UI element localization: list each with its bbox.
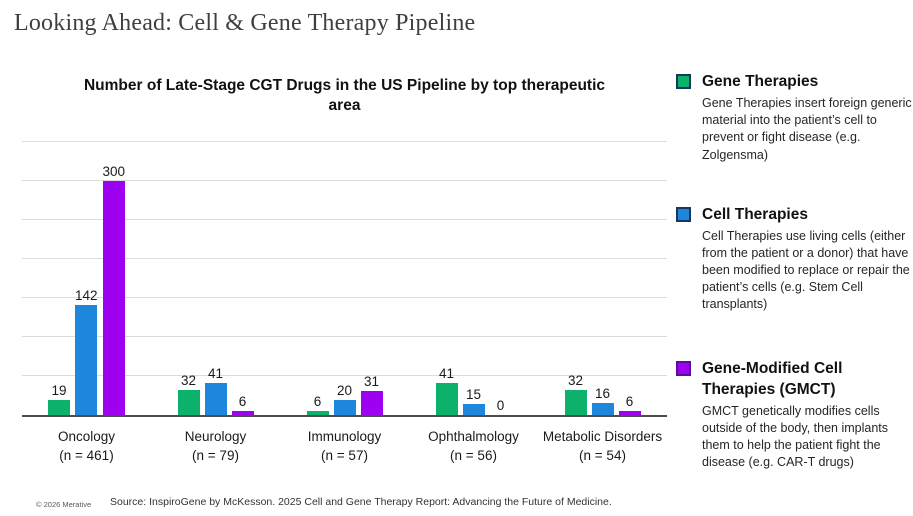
bar-value-label: 16 [594, 385, 611, 401]
bar-gene-modified-metabolic-disorders [618, 410, 641, 416]
bar-slot: 31 [360, 142, 383, 416]
legend-swatch-icon [676, 74, 691, 89]
legend-item-header: Cell Therapies [676, 205, 913, 225]
legend-item-description: Gene Therapies insert foreign generic ma… [702, 96, 912, 162]
legend-item: Cell Therapies Cell Therapies use living … [676, 205, 913, 314]
bar-gene-metabolic-disorders [564, 390, 587, 416]
bar-slot: 41 [204, 142, 227, 416]
bar-slot: 0 [490, 142, 512, 415]
bar-value-label: 19 [51, 383, 67, 399]
footer-source: Source: InspiroGene by McKesson. 2025 Ce… [110, 496, 612, 508]
gridline [22, 336, 667, 338]
bar-value-label: 6 [313, 393, 322, 409]
bar-slot: 32 [177, 142, 200, 416]
bar-slot: 32 [564, 142, 587, 416]
bar-value-label: 32 [567, 373, 584, 389]
gridline [22, 141, 667, 143]
bar-value-label: 31 [363, 374, 380, 390]
bar-gene-modified-oncology [102, 181, 125, 416]
bar-slot: 6 [306, 142, 329, 416]
bar-group-oncology: 19 142 300 [22, 142, 151, 416]
bar-value-label: 20 [336, 382, 353, 398]
bar-value-label: 41 [438, 366, 455, 382]
legend-swatch-icon [676, 361, 691, 377]
gridline [22, 375, 667, 377]
bar-group-ophthalmology: 41 15 0 [409, 142, 538, 416]
category-label: Immunology (n = 57) [307, 429, 382, 464]
chart: Number of Late-Stage CGT Drugs in the US… [22, 76, 667, 466]
bar-value-label: 32 [180, 373, 197, 389]
bar-group-metabolic-disorders: 32 16 6 [538, 142, 667, 416]
category-label: Ophthalmology (n = 56) [428, 429, 519, 464]
bar-slot: 142 [74, 142, 98, 416]
bar-value-label: 6 [238, 393, 247, 409]
legend-item-header: Gene-Modified Cell Therapies (GMCT) [676, 359, 913, 399]
bar-group-neurology: 32 41 6 [151, 142, 280, 416]
bar-slot: 6 [618, 142, 641, 416]
legend-item-header: Gene Therapies [676, 72, 913, 92]
footer-copyright: © 2026 Merative [36, 500, 92, 509]
bar-gene-oncology [47, 400, 70, 416]
legend-item-title: Cell Therapies [702, 205, 808, 223]
bar-cell-neurology [204, 383, 227, 416]
gridline [22, 258, 667, 260]
bar-slot: 41 [435, 142, 458, 416]
bar-gene-immunology [306, 410, 329, 416]
bar-slot: 20 [333, 142, 356, 416]
gridline [22, 219, 667, 221]
legend-item: Gene-Modified Cell Therapies (GMCT) GMCT … [676, 359, 913, 471]
bar-slot: 15 [462, 142, 485, 416]
legend-item-title: Gene Therapies [702, 73, 819, 90]
bar-gene-modified-immunology [360, 391, 383, 416]
bar-cell-ophthalmology [462, 403, 485, 416]
bar-slot: 19 [47, 142, 70, 416]
category-label: Oncology (n = 461) [57, 429, 116, 464]
bar-gene-modified-neurology [231, 410, 254, 416]
bar-value-label: 6 [625, 393, 634, 409]
page-title: Looking Ahead: Cell & Gene Therapy Pipel… [14, 10, 476, 36]
legend-swatch-icon [676, 206, 691, 222]
bar-gene-ophthalmology [435, 383, 458, 416]
legend: Gene Therapies Gene Therapies insert fore… [676, 72, 913, 512]
chart-title: Number of Late-Stage CGT Drugs in the US… [83, 77, 606, 115]
bar-value-label: 0 [496, 398, 505, 414]
bar-cell-immunology [333, 399, 356, 416]
legend-item: Gene Therapies Gene Therapies insert fore… [676, 72, 913, 164]
bar-value-label: 15 [465, 386, 482, 402]
bar-slot: 6 [231, 142, 254, 416]
bar-value-label: 300 [102, 164, 126, 180]
bar-group-immunology: 6 20 31 [280, 142, 409, 416]
bar-value-label: 41 [207, 366, 224, 382]
gridline [22, 297, 667, 299]
legend-item-title: Gene-Modified Cell Therapies (GMCT) [702, 360, 843, 398]
bar-slot: 16 [591, 142, 614, 416]
legend-item-description: GMCT genetically modifies cells outside … [702, 403, 888, 470]
category-label: Neurology (n = 79) [184, 429, 247, 464]
bar-value-label: 142 [74, 287, 98, 303]
bar-slot: 300 [102, 142, 126, 416]
category-axis: Oncology (n = 461) Neurology (n = 79) Immuno… [22, 428, 667, 466]
bar-cell-oncology [75, 304, 98, 416]
plot-area: 19 142 300 32 41 6 6 20 31 41 15 0 32 16 6 [22, 141, 667, 418]
gridline [22, 180, 667, 182]
category-label: Metabolic Disorders (n = 54) [542, 429, 663, 464]
bar-groups: 19 142 300 32 41 6 6 20 31 41 15 0 32 16 6 [22, 142, 667, 416]
bar-cell-metabolic-disorders [591, 402, 614, 416]
bar-gene-neurology [177, 390, 200, 416]
legend-item-description: Cell Therapies use living cells (either … [702, 228, 910, 312]
